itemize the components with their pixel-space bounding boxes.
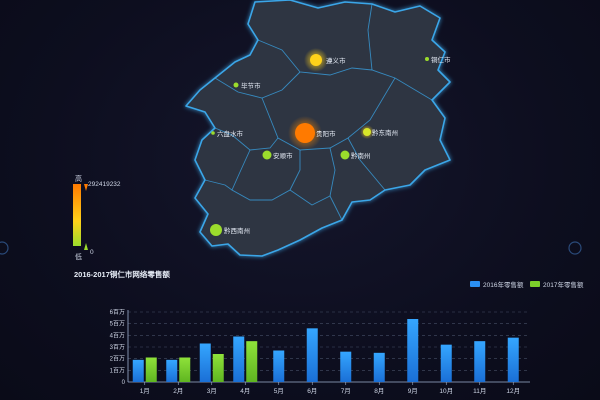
- x-tick-label: 2月: [173, 387, 183, 395]
- scale-min-value: 0: [90, 249, 94, 256]
- legend-swatch-2017: [530, 281, 540, 287]
- legend-item-2017[interactable]: 2017年零售额: [530, 280, 584, 289]
- bar-2016[interactable]: [199, 343, 211, 383]
- bar-2016[interactable]: [507, 337, 519, 382]
- bar-2016[interactable]: [306, 328, 318, 382]
- bar-2017[interactable]: [212, 354, 224, 382]
- x-tick-label: 12月: [506, 387, 520, 395]
- bar-2017[interactable]: [145, 357, 157, 383]
- city-marker[interactable]: 六盘水市: [211, 129, 244, 138]
- legend-label-2017: 2017年零售额: [543, 280, 584, 289]
- city-label: 黔东南州: [372, 128, 398, 137]
- scale-min-handle-icon[interactable]: [84, 243, 88, 250]
- bar-2016[interactable]: [440, 344, 452, 382]
- x-tick-label: 4月: [240, 387, 250, 395]
- bar-2016[interactable]: [407, 319, 419, 382]
- x-tick-label: 5月: [274, 387, 284, 395]
- scale-gradient-bar: [73, 184, 81, 246]
- x-tick-label: 9月: [408, 387, 418, 395]
- x-tick-label: 1月: [140, 387, 150, 395]
- district-borders: [204, 3, 433, 221]
- city-marker[interactable]: 黔东南州: [360, 125, 398, 139]
- legend-item-2016[interactable]: 2016年零售额: [470, 280, 524, 289]
- city-label: 黔西南州: [224, 226, 250, 235]
- city-label: 遵义市: [326, 56, 346, 65]
- x-tick-label: 11月: [473, 387, 486, 395]
- city-marker[interactable]: 黔南州: [340, 150, 371, 161]
- scale-low-label: 低: [75, 252, 82, 261]
- bar-2016[interactable]: [273, 350, 285, 383]
- left-edge-marker-icon: [0, 241, 9, 255]
- city-marker[interactable]: 贵阳市: [288, 116, 336, 150]
- legend-label-2016: 2016年零售额: [483, 280, 524, 289]
- y-tick-label: 3百万: [110, 344, 125, 351]
- x-tick-label: 10月: [439, 387, 453, 395]
- chart-legend: 2016年零售额 2017年零售额: [470, 280, 584, 289]
- city-marker[interactable]: 铜仁市: [425, 55, 451, 64]
- x-tick-label: 8月: [374, 387, 384, 395]
- bar-2017[interactable]: [179, 357, 191, 383]
- x-tick-label: 3月: [207, 387, 217, 395]
- y-tick-label: 4百万: [110, 332, 125, 339]
- bar-2016[interactable]: [373, 352, 385, 382]
- chart-title: 2016-2017铜仁市网络零售额: [74, 269, 170, 279]
- city-label: 黔南州: [351, 151, 371, 160]
- bar-2016[interactable]: [474, 341, 486, 382]
- x-tick-label: 6月: [307, 387, 317, 395]
- city-marker[interactable]: 遵义市: [304, 48, 346, 72]
- scale-high-label: 高: [75, 174, 82, 183]
- city-label: 安顺市: [273, 151, 293, 160]
- y-tick-label: 2百万: [110, 356, 125, 363]
- city-marker[interactable]: 黔西南州: [210, 224, 250, 236]
- color-scale-legend: 高 292419232 0 低: [73, 174, 121, 261]
- city-label: 毕节市: [241, 81, 261, 90]
- scale-max-handle-icon[interactable]: [84, 184, 88, 191]
- right-edge-marker-icon: [568, 241, 582, 255]
- bar-2016[interactable]: [233, 336, 245, 383]
- bar-2016[interactable]: [132, 359, 144, 382]
- bar-chart: 0 1百万 2百万 3百万 4百万 5百万 6百万 1月 2月 3月 4月 5月 6月 7月 8月 9月 10月…: [110, 309, 530, 395]
- y-tick-label: 6百万: [110, 309, 125, 316]
- scale-max-value: 292419232: [88, 181, 121, 188]
- y-tick-label: 0: [122, 380, 126, 386]
- bar-2016[interactable]: [166, 359, 178, 382]
- y-tick-label: 5百万: [110, 321, 125, 328]
- city-label: 贵阳市: [316, 129, 336, 138]
- city-marker[interactable]: 毕节市: [233, 81, 262, 90]
- x-tick-label: 7月: [341, 387, 351, 395]
- y-tick-label: 1百万: [110, 367, 125, 374]
- city-label: 六盘水市: [217, 129, 244, 138]
- bar-2016[interactable]: [340, 351, 352, 382]
- city-label: 铜仁市: [431, 55, 451, 64]
- bar-2017[interactable]: [246, 341, 258, 382]
- legend-swatch-2016: [470, 281, 480, 287]
- city-marker[interactable]: 安顺市: [262, 150, 294, 161]
- city-markers: 遵义市 铜仁市 毕节市 贵阳市 黔东南州 六盘水市 安顺市: [210, 48, 451, 236]
